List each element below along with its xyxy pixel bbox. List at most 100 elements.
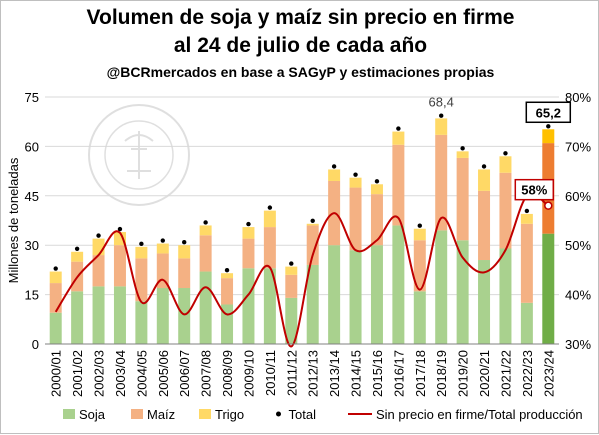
bar-soja bbox=[71, 291, 84, 344]
bar-trigo bbox=[456, 151, 469, 158]
total-dot bbox=[224, 267, 230, 273]
bar-maz bbox=[370, 194, 383, 246]
bar-maz bbox=[113, 245, 126, 287]
bar-maz bbox=[135, 258, 148, 302]
total-dot bbox=[246, 221, 251, 227]
x-tick-label: 2011/12 bbox=[284, 350, 299, 396]
legend: Soja Maíz Trigo Total Sin precio en firme/To… bbox=[63, 407, 583, 422]
ratio-line-layer bbox=[54, 192, 553, 348]
y-axis-title: Millones de toneladas bbox=[6, 157, 21, 283]
bar-soja bbox=[199, 271, 212, 344]
y2-tick-label: 50% bbox=[565, 238, 591, 253]
bar-soja bbox=[435, 230, 448, 344]
x-tick-label: 2006/07 bbox=[177, 350, 192, 397]
y2-tick-label: 60% bbox=[565, 189, 591, 204]
x-tick-label: 2008/09 bbox=[220, 350, 235, 397]
x-tick-label: 2016/17 bbox=[391, 350, 406, 397]
bar-maz bbox=[178, 258, 191, 289]
bar-trigo bbox=[370, 184, 383, 195]
x-tick-label: 2023/24 bbox=[541, 350, 556, 397]
bar-soja bbox=[263, 268, 276, 344]
bar-soja bbox=[392, 225, 405, 344]
x-tick-label: 2002/03 bbox=[92, 350, 107, 397]
bar-maz bbox=[392, 144, 405, 226]
x-tick-label: 2021/22 bbox=[498, 350, 513, 397]
bcr-seal-watermark bbox=[88, 104, 190, 206]
x-tick-label: 2013/14 bbox=[327, 350, 342, 397]
bar-trigo bbox=[242, 227, 255, 239]
y-tick-label: 15 bbox=[25, 288, 39, 303]
total-dot bbox=[289, 261, 294, 266]
total-dot bbox=[74, 246, 80, 251]
x-tick-label: 2005/06 bbox=[156, 350, 171, 397]
total-dot bbox=[524, 208, 530, 214]
bar-soja bbox=[456, 240, 469, 344]
bar-soja bbox=[135, 301, 148, 344]
bar-maz bbox=[456, 157, 469, 241]
y-tick-label: 75 bbox=[25, 90, 39, 105]
x-tick-label: 2022/23 bbox=[520, 350, 535, 397]
x-tick-label: 2019/20 bbox=[456, 350, 471, 397]
total-dot bbox=[53, 266, 58, 271]
total-dot bbox=[439, 113, 444, 118]
y2-tick-label: 80% bbox=[565, 90, 591, 105]
ratio-last-point bbox=[544, 201, 553, 210]
bar-soja bbox=[49, 312, 62, 344]
bar-soja bbox=[92, 286, 105, 344]
bar-trigo bbox=[478, 169, 491, 191]
total-dot bbox=[396, 126, 401, 131]
bar-soja bbox=[285, 297, 298, 344]
bar-trigo bbox=[413, 228, 426, 241]
total-dot bbox=[503, 151, 508, 156]
bar-trigo bbox=[499, 156, 512, 173]
x-tick-label: 2000/01 bbox=[49, 350, 64, 397]
bar-trigo bbox=[156, 243, 169, 254]
bar-trigo bbox=[263, 210, 276, 228]
bar-trigo bbox=[71, 251, 84, 262]
last-total-label: 65,2 bbox=[536, 105, 561, 120]
x-tick-label: 2018/19 bbox=[434, 350, 449, 397]
total-dot bbox=[139, 241, 144, 247]
bar-trigo bbox=[285, 266, 298, 275]
x-tick-label: 2010/11 bbox=[263, 350, 278, 396]
legend-label: Total bbox=[289, 407, 317, 422]
y2-tick-label: 70% bbox=[565, 139, 591, 154]
bar-maz bbox=[242, 238, 255, 269]
total-dot bbox=[310, 218, 315, 223]
bar-trigo bbox=[178, 245, 191, 259]
legend-label: Maíz bbox=[147, 407, 175, 422]
bar-trigo bbox=[542, 129, 555, 144]
bar-maz bbox=[199, 235, 212, 272]
bar-maz bbox=[520, 223, 533, 303]
bar-soja bbox=[499, 248, 512, 344]
bar-soja bbox=[370, 245, 383, 344]
x-tick-label: 2017/18 bbox=[413, 350, 428, 397]
bar-maz bbox=[478, 190, 491, 261]
bar-maz bbox=[499, 172, 512, 249]
bar-soja bbox=[242, 268, 255, 344]
bar-maz bbox=[349, 187, 362, 251]
x-tick-label: 2004/05 bbox=[134, 350, 149, 397]
x-tick-label: 2007/08 bbox=[199, 350, 214, 397]
bar-maz bbox=[156, 253, 169, 289]
chart-subtitle: @BCRmercados en base a SAGyP y estimacio… bbox=[106, 64, 495, 80]
bar-trigo bbox=[113, 232, 126, 246]
bar-soja bbox=[328, 245, 341, 344]
x-tick-label: 2020/21 bbox=[477, 350, 492, 397]
x-tick-label: 2009/10 bbox=[241, 350, 256, 397]
last-ratio-label: 58% bbox=[521, 183, 547, 198]
legend-swatch-maz bbox=[131, 409, 143, 419]
bar-soja bbox=[349, 250, 362, 344]
bar-soja bbox=[413, 291, 426, 344]
total-dot bbox=[481, 164, 487, 169]
bar-maz bbox=[435, 134, 448, 231]
axes: 0 15 30 45 60 75 30% 40% 50% 60% 70% 80% Millones de… bbox=[6, 90, 591, 397]
bar-trigo bbox=[520, 213, 533, 224]
last-total-box bbox=[525, 101, 572, 124]
y-tick-label: 60 bbox=[25, 139, 39, 154]
bar-trigo bbox=[135, 246, 148, 259]
total-dots bbox=[53, 113, 551, 273]
max-total-label: 68,4 bbox=[429, 95, 454, 110]
x-tick-label: 2012/13 bbox=[306, 350, 321, 397]
